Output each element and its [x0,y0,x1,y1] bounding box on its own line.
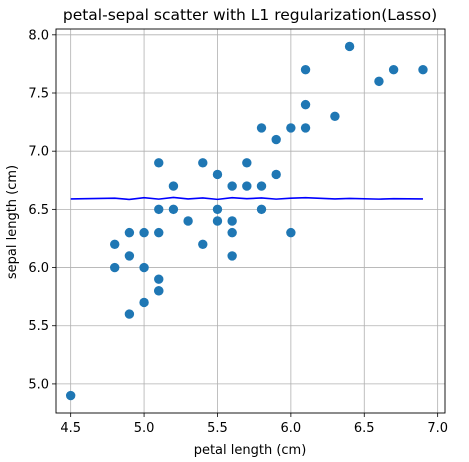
data-point [271,134,281,145]
data-point [124,251,135,261]
data-point [344,41,355,52]
data-point [212,169,223,180]
x-tick-label: 7.0 [427,421,448,436]
data-point [124,309,135,319]
x-tick-label: 4.5 [60,421,81,436]
y-axis-label: sepal length (cm) [5,165,20,279]
data-point [227,251,237,261]
data-point [154,204,164,215]
data-point [388,65,399,75]
data-point [183,216,193,226]
data-point [198,158,208,168]
data-point [212,204,223,215]
data-point [256,181,267,191]
data-point [124,227,135,238]
data-point [271,169,281,180]
plot-frame [55,28,446,414]
data-point [154,227,164,238]
data-point [139,262,149,273]
data-point [242,181,252,191]
data-point [139,227,149,238]
data-point [212,216,223,226]
plot-border [55,28,446,414]
chart-title: petal-sepal scatter with L1 regularizati… [63,6,437,24]
data-point [154,158,164,168]
data-point [227,216,237,226]
data-point [168,204,179,215]
data-point [286,227,296,238]
y-tick-label: 6.0 [28,261,49,276]
data-point [300,65,311,75]
data-point [418,65,428,75]
axis-ticks: 4.5 5.0 5.5 6.0 6.5 7.0 5.0 5.5 6.0 6.5 7.0 7.5 8.0 [28,28,448,436]
data-point [227,181,237,191]
y-tick-label: 7.5 [28,87,49,102]
data-point [110,262,120,273]
data-point [65,390,76,401]
data-point [139,297,149,308]
y-tick-label: 5.0 [28,377,49,392]
fit-line-group [70,196,423,201]
data-point [168,181,179,191]
data-point [242,158,252,168]
y-tick-label: 8.0 [28,28,49,43]
data-point [330,111,340,121]
grid [56,29,445,413]
data-point [198,239,208,249]
data-point [154,274,164,284]
data-point [256,123,267,133]
data-point [256,204,267,215]
data-point [374,76,384,87]
x-tick-label: 6.0 [281,421,302,436]
data-point [227,227,237,238]
scatter-points [65,41,428,401]
data-point [110,239,120,249]
y-tick-label: 5.5 [28,319,49,334]
data-point [154,286,164,296]
y-tick-label: 6.5 [28,203,49,218]
data-point [300,123,311,133]
data-point [300,99,311,110]
y-tick-label: 7.0 [28,145,49,160]
x-tick-label: 5.0 [134,421,155,436]
x-tick-label: 6.5 [354,421,375,436]
x-tick-label: 5.5 [207,421,228,436]
x-axis-label: petal length (cm) [194,443,307,458]
data-point [286,123,296,133]
fit-line [70,196,423,201]
